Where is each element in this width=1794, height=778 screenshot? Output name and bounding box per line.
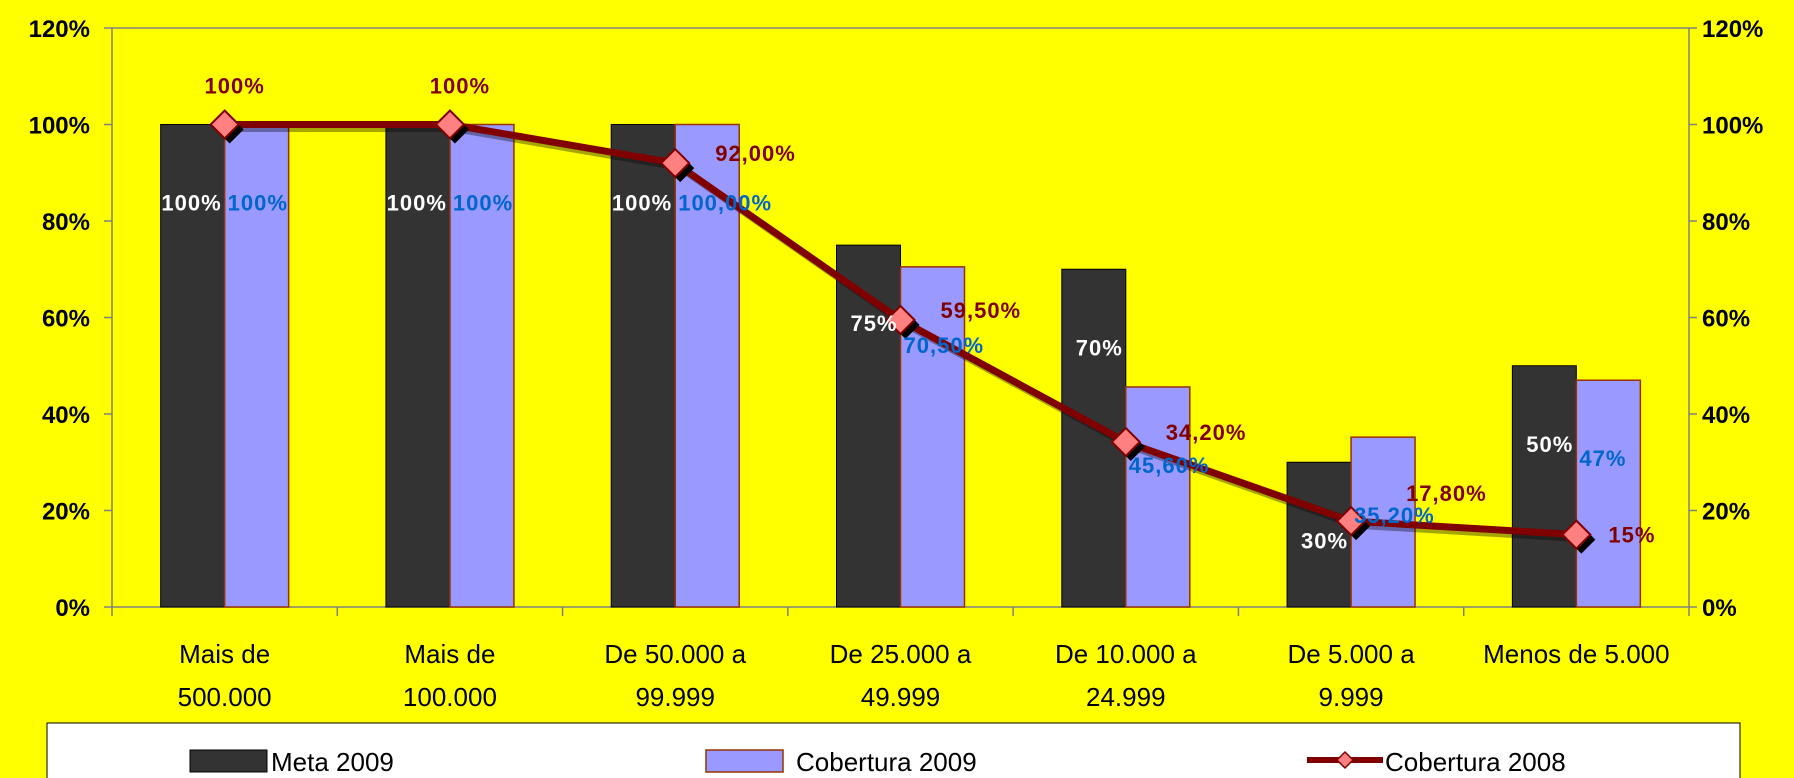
x-tick-label: 100.000 (403, 682, 497, 712)
y-tick-label-left: 40% (42, 402, 90, 429)
label-cobertura-2009: 100% (228, 191, 288, 216)
y-tick-label-left: 60% (42, 306, 90, 333)
y-tick-label-right: 20% (1702, 499, 1750, 526)
label-cobertura-2008: 34,20% (1166, 420, 1247, 445)
label-cobertura-2009: 70,50% (904, 333, 985, 358)
x-tick-label: Mais de (179, 639, 270, 669)
bar-meta-2009 (836, 244, 901, 608)
y-tick-label-left: 0% (55, 595, 90, 622)
bar-meta-2009 (160, 124, 226, 608)
legend-swatch-meta-2009 (189, 749, 268, 773)
label-cobertura-2008: 59,50% (941, 298, 1022, 323)
bar-meta-2009 (610, 124, 676, 608)
y-tick-label-right: 40% (1702, 402, 1750, 429)
label-meta-2009: 50% (1526, 432, 1573, 457)
label-cobertura-2009: 100,00% (678, 191, 772, 216)
x-tick-label: 24.999 (1086, 682, 1166, 712)
bar-cobertura-2009 (1575, 379, 1642, 608)
data-labels: 100% 100%100%100% 100%100%100% 100,00%92,00… (161, 74, 1655, 554)
label-meta-2009: 100% (387, 191, 447, 216)
x-tick-label: 99.999 (635, 682, 715, 712)
label-cobertura-2009: 100% (453, 191, 513, 216)
label-meta-2009: 30% (1301, 528, 1348, 553)
label-cobertura-2008: 15% (1608, 523, 1655, 548)
legend-label-meta-2009: Meta 2009 (271, 747, 394, 777)
bar-cobertura-2009 (223, 123, 290, 608)
legend: Meta 2009 Cobertura 2009 Cobertura 2008 (46, 722, 1741, 778)
x-tick-label: Menos de 5.000 (1483, 639, 1669, 669)
label-cobertura-2008: 100% (430, 74, 490, 99)
x-tick-label: 49.999 (861, 682, 941, 712)
label-meta-2009: 100% (612, 191, 672, 216)
axes: 0% 0%20% 20%40% 40%60% 60%80% 80%100% 100%120%… (29, 16, 1764, 712)
label-cobertura-2009: 47% (1579, 446, 1626, 471)
y-tick-label-left: 100% (29, 113, 90, 140)
legend-label-cobertura-2009: Cobertura 2009 (796, 747, 977, 777)
y-tick-label-right: 0% (1702, 595, 1737, 622)
marker-cobertura-2008 (1110, 426, 1142, 458)
bar-meta-2009 (1511, 365, 1577, 608)
marker-cobertura-2008 (885, 304, 916, 336)
legend-label-cobertura-2008: Cobertura 2008 (1385, 747, 1566, 777)
y-tick-label-right: 60% (1702, 306, 1750, 333)
bar-cobertura-2009 (449, 123, 515, 608)
bar-cobertura-2009 (674, 123, 740, 608)
label-cobertura-2009: 45,60% (1129, 453, 1210, 478)
marker-cobertura-2008 (659, 147, 691, 179)
y-tick-label-left: 20% (42, 499, 90, 526)
label-cobertura-2008: 92,00% (715, 141, 796, 166)
line-series (209, 109, 1596, 554)
x-tick-label: 500.000 (178, 682, 272, 712)
bar-cobertura-2009 (1125, 386, 1191, 608)
legend-swatch-cobertura-2008-marker (1335, 750, 1355, 770)
label-meta-2009: 75% (850, 311, 897, 336)
label-cobertura-2008: 17,80% (1406, 481, 1487, 506)
x-tick-label: De 10.000 a (1055, 639, 1197, 669)
label-cobertura-2009: 35,20% (1354, 503, 1435, 528)
x-tick-label: 9.999 (1319, 682, 1384, 712)
bars (160, 123, 1642, 608)
label-meta-2009: 100% (161, 191, 221, 216)
x-tick-label: Mais de (404, 639, 495, 669)
marker-cobertura-2008 (1560, 519, 1592, 551)
x-tick-label: De 25.000 a (830, 639, 972, 669)
bar-meta-2009 (1286, 461, 1352, 608)
y-tick-label-right: 80% (1702, 209, 1750, 236)
marker-cobertura-2008 (1335, 505, 1367, 537)
x-tick-label: De 5.000 a (1287, 639, 1415, 669)
label-meta-2009: 70% (1076, 335, 1123, 360)
legend-box (46, 722, 1741, 778)
x-tick-label: De 50.000 a (604, 639, 746, 669)
marker-cobertura-2008 (434, 109, 466, 140)
y-tick-label-left: 120% (29, 16, 90, 43)
y-tick-label-left: 80% (42, 209, 90, 236)
legend-swatch-cobertura-2009 (705, 749, 784, 773)
y-tick-label-right: 100% (1702, 113, 1763, 140)
marker-cobertura-2008 (209, 109, 241, 140)
label-cobertura-2008: 100% (205, 74, 265, 99)
y-tick-label-right: 120% (1702, 16, 1763, 43)
